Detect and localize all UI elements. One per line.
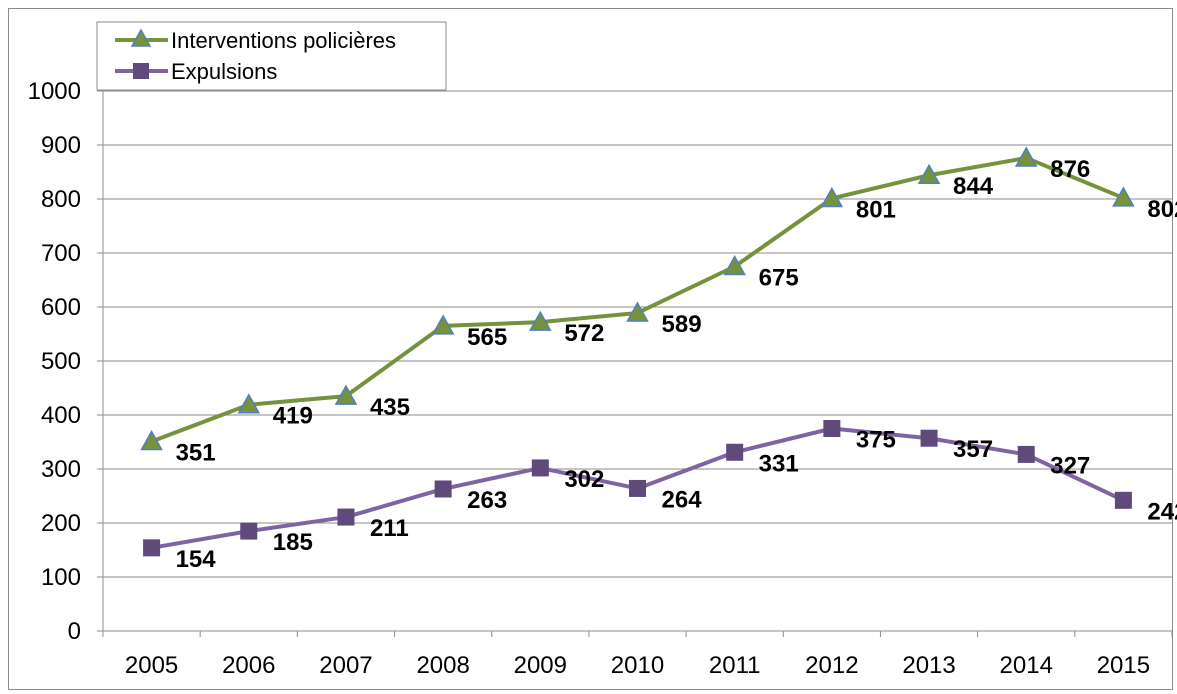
data-label: 565 bbox=[467, 324, 507, 351]
x-tick-label: 2013 bbox=[902, 652, 955, 679]
data-label: 589 bbox=[662, 311, 702, 338]
data-point-square bbox=[629, 479, 646, 497]
y-tick-label: 700 bbox=[41, 240, 81, 267]
legend-label-interventions: Interventions policières bbox=[171, 28, 396, 53]
y-tick-label: 300 bbox=[41, 456, 81, 483]
y-tick-label: 1000 bbox=[28, 78, 81, 105]
data-label: 572 bbox=[564, 320, 604, 347]
legend: Interventions policières Expulsions bbox=[96, 21, 447, 91]
x-tick-label: 2006 bbox=[222, 652, 275, 679]
data-point-square bbox=[1114, 491, 1132, 509]
data-point-square bbox=[920, 429, 938, 447]
y-tick-label: 900 bbox=[41, 132, 81, 159]
data-label: 375 bbox=[856, 427, 896, 454]
data-label: 419 bbox=[273, 403, 313, 430]
data-label: 264 bbox=[662, 486, 703, 513]
y-tick-label: 400 bbox=[41, 402, 81, 429]
x-tick-labels: 2005 2006 2007 2008 2009 2010 2011 2012 2013 2014… bbox=[125, 652, 1150, 679]
data-point-square bbox=[1017, 445, 1035, 463]
legend-label-expulsions: Expulsions bbox=[171, 59, 277, 84]
data-point-triangle bbox=[626, 301, 649, 322]
x-tick-label: 2014 bbox=[1000, 652, 1053, 679]
data-point-triangle bbox=[820, 186, 844, 208]
data-label: 675 bbox=[759, 265, 799, 292]
y-tick-label: 800 bbox=[41, 186, 81, 213]
data-point-square bbox=[823, 420, 841, 437]
legend-box bbox=[96, 21, 447, 91]
data-label: 802 bbox=[1147, 196, 1177, 223]
data-label: 263 bbox=[467, 487, 507, 514]
data-label: 211 bbox=[370, 515, 409, 542]
data-label: 801 bbox=[856, 196, 896, 223]
data-label: 327 bbox=[1050, 452, 1090, 479]
data-labels: 351 419 435 565 572 589 675 801 844 876 802 154 185 2… bbox=[176, 156, 1177, 573]
data-label: 357 bbox=[953, 436, 993, 463]
axes bbox=[97, 90, 1173, 637]
x-tick-label: 2015 bbox=[1097, 652, 1150, 679]
x-tick-label: 2008 bbox=[416, 652, 469, 679]
data-point-square bbox=[337, 508, 355, 526]
x-tick-label: 2011 bbox=[709, 652, 761, 679]
series-markers bbox=[140, 146, 1135, 557]
x-tick-label: 2010 bbox=[611, 652, 664, 679]
y-tick-label: 200 bbox=[41, 510, 81, 537]
data-point-triangle bbox=[1014, 146, 1038, 167]
data-label: 844 bbox=[953, 173, 994, 200]
data-label: 331 bbox=[759, 450, 799, 477]
data-label: 302 bbox=[564, 466, 604, 493]
series-line-0 bbox=[150, 155, 1125, 444]
x-tick-label: 2009 bbox=[514, 652, 567, 679]
legend-marker-interventions bbox=[130, 28, 152, 47]
x-tick-label: 2007 bbox=[319, 652, 372, 679]
data-point-square bbox=[726, 443, 744, 461]
data-point-triangle bbox=[140, 429, 163, 451]
data-label: 351 bbox=[176, 439, 216, 466]
chart-frame bbox=[8, 8, 1173, 690]
data-point-square bbox=[240, 522, 258, 540]
y-tick-label: 0 bbox=[68, 618, 81, 645]
data-point-triangle bbox=[917, 163, 941, 184]
data-point-triangle bbox=[237, 393, 261, 414]
y-tick-label: 100 bbox=[41, 564, 81, 591]
data-point-triangle bbox=[1112, 186, 1135, 207]
data-point-triangle bbox=[431, 314, 455, 335]
data-point-square bbox=[434, 480, 452, 498]
y-tick-labels: 0 100 200 300 400 500 600 700 800 900 1000 bbox=[28, 78, 81, 645]
data-label: 154 bbox=[176, 546, 217, 573]
data-label: 242 bbox=[1147, 498, 1177, 525]
y-tick-label: 500 bbox=[41, 348, 81, 375]
data-label: 876 bbox=[1050, 156, 1090, 183]
data-point-triangle bbox=[723, 254, 746, 276]
x-tick-label: 2005 bbox=[125, 652, 178, 679]
data-label: 185 bbox=[273, 529, 313, 556]
data-point-triangle bbox=[529, 310, 552, 331]
gridlines bbox=[103, 90, 1172, 578]
y-tick-label: 600 bbox=[41, 294, 81, 321]
data-point-square bbox=[143, 539, 161, 557]
data-point-triangle bbox=[334, 384, 358, 405]
data-label: 435 bbox=[370, 394, 410, 421]
x-tick-label: 2012 bbox=[805, 652, 858, 679]
data-point-square bbox=[531, 459, 549, 477]
legend-marker-expulsions bbox=[133, 63, 149, 79]
